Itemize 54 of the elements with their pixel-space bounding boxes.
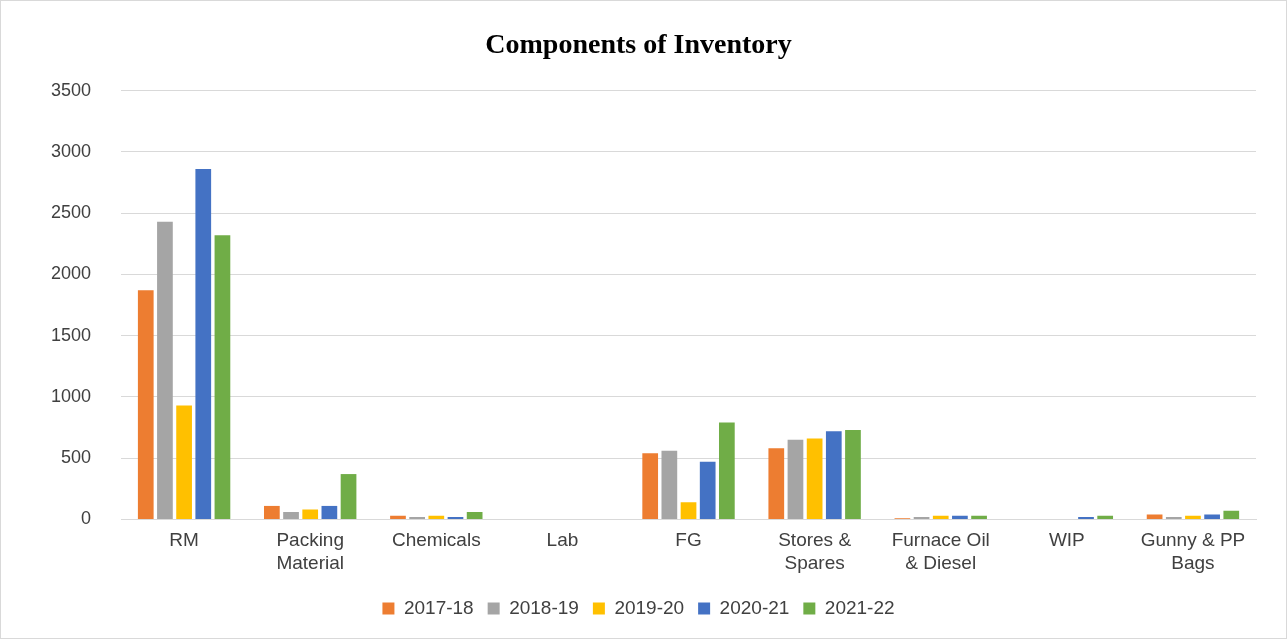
x-tick-label: RM [169, 529, 199, 551]
x-tick-label: Lab [546, 529, 579, 551]
chart-title: Components of Inventory [485, 28, 792, 60]
bar [466, 512, 483, 519]
x-tick-label: Packing Material [276, 529, 345, 573]
bar [176, 405, 192, 519]
bar [806, 438, 823, 519]
y-tick-label: 3000 [51, 140, 92, 161]
y-tick-label: 500 [61, 447, 92, 468]
bar [787, 439, 804, 519]
bar [699, 461, 716, 519]
y-tick-label: 3500 [51, 79, 92, 100]
bar [302, 509, 319, 519]
legend-label: 2020-21 [719, 596, 790, 618]
bar [1097, 515, 1114, 519]
bar [137, 290, 154, 519]
legend-label: 2017-18 [403, 596, 474, 618]
legend-label: 2021-22 [824, 596, 895, 618]
bar [157, 221, 173, 519]
bar [932, 515, 949, 519]
y-tick-label: 1000 [51, 385, 92, 406]
bar [1223, 510, 1240, 519]
x-tick-label: FG [675, 529, 702, 551]
bar [264, 505, 280, 519]
x-tick-label: Chemicals [391, 529, 481, 551]
bar [845, 429, 861, 519]
y-tick-label: 0 [81, 508, 92, 529]
legend-label: 2019-20 [614, 596, 685, 618]
bar [768, 448, 785, 519]
x-tick-label: Gunny & PP Bags [1140, 529, 1246, 573]
x-tick-label: WIP [1048, 529, 1085, 551]
x-tick-label: Stores & Spares [778, 529, 852, 573]
bar [1146, 514, 1163, 519]
bar [680, 502, 697, 519]
bar [1185, 515, 1201, 519]
bar [971, 515, 987, 519]
x-tick-label: Furnace Oil & Diesel [891, 529, 990, 573]
y-tick-label: 2500 [51, 202, 92, 223]
bar [321, 505, 338, 519]
y-tick-label: 1500 [51, 324, 92, 345]
bar [661, 450, 678, 519]
bar [952, 515, 968, 519]
bar [825, 431, 842, 519]
bar [719, 422, 735, 519]
bar [428, 515, 445, 519]
bar [195, 169, 212, 519]
bar [283, 512, 299, 519]
bar [340, 474, 357, 519]
bar [1204, 514, 1220, 519]
bar [390, 515, 406, 519]
bar [642, 453, 659, 519]
y-tick-label: 2000 [51, 263, 92, 284]
legend-label: 2018-19 [509, 596, 579, 618]
bar [214, 235, 231, 519]
